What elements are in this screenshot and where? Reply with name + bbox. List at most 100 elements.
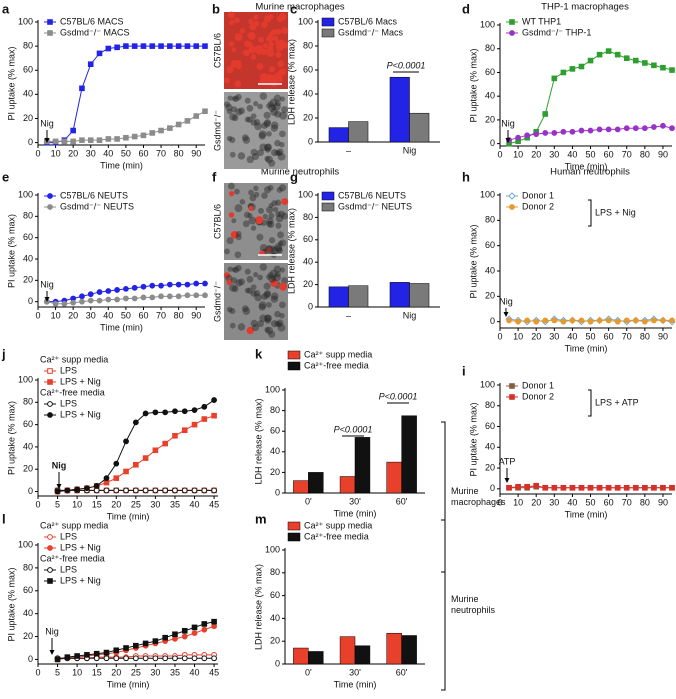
marker	[669, 125, 675, 132]
marker	[103, 655, 110, 662]
cell	[253, 14, 259, 20]
cell	[277, 210, 286, 218]
marker	[52, 300, 59, 307]
legend-swatch	[287, 350, 301, 360]
x-tick-label: 40	[567, 331, 577, 341]
cell	[268, 237, 276, 244]
legend-label: WT THP1	[522, 16, 561, 26]
marker	[193, 43, 200, 49]
bar	[348, 121, 369, 143]
marker	[162, 409, 169, 416]
marker	[587, 57, 594, 64]
legend-label: Donor 1	[522, 380, 554, 390]
y-tick-label: 0	[28, 654, 33, 664]
marker	[158, 127, 164, 134]
image-label: C57BL/6	[212, 204, 222, 239]
cell	[264, 326, 270, 333]
annotation: Nig	[499, 296, 513, 306]
cell	[270, 275, 277, 281]
cell	[235, 93, 242, 101]
legend-marker	[47, 30, 53, 36]
x-tick-label: 50	[586, 331, 596, 341]
cell	[264, 146, 271, 153]
marker	[175, 293, 182, 300]
cell	[277, 152, 286, 161]
marker	[140, 132, 147, 139]
marker	[632, 484, 639, 491]
cell	[231, 47, 237, 53]
marker	[533, 318, 540, 325]
marker	[642, 60, 648, 66]
marker	[79, 298, 85, 305]
legend-label: LPS + Nig	[60, 376, 101, 386]
marker	[191, 407, 198, 414]
cell	[244, 287, 251, 294]
cell	[229, 191, 235, 197]
legend-marker	[508, 192, 516, 200]
x-axis-label: Time (min)	[100, 160, 143, 170]
y-tick-label: 100	[298, 16, 313, 26]
bar	[354, 645, 371, 665]
cell	[246, 287, 253, 294]
cell	[253, 101, 259, 107]
legend-label: C57BL/6 NEUTS	[338, 190, 406, 200]
y-axis-label: PI uptake (% max)	[6, 567, 16, 641]
y-tick-label: 40	[23, 89, 33, 99]
marker	[542, 130, 549, 136]
marker	[122, 295, 129, 302]
marker	[70, 299, 77, 306]
y-tick-label: 80	[303, 212, 313, 222]
marker	[191, 421, 198, 428]
marker	[123, 645, 129, 651]
bar	[328, 127, 349, 143]
cell	[266, 217, 274, 225]
cell	[263, 291, 271, 299]
cell	[267, 184, 274, 191]
legend-marker	[47, 368, 53, 374]
y-tick-label: 80	[485, 400, 495, 410]
cell	[266, 220, 273, 227]
cell	[259, 143, 268, 152]
cell	[266, 206, 274, 214]
marker	[669, 67, 675, 73]
bar	[401, 415, 417, 494]
cell	[259, 73, 268, 81]
cell	[231, 218, 237, 224]
cell	[229, 284, 237, 292]
y-tick-label: 100	[480, 19, 495, 29]
x-tick-label: 90	[191, 310, 201, 320]
cell	[265, 74, 274, 82]
cell	[270, 247, 279, 255]
y-tick-label: 0	[490, 138, 495, 148]
legend-swatch	[321, 191, 335, 201]
x-tick-label: 60	[604, 149, 614, 159]
cell	[231, 285, 239, 293]
marker	[132, 487, 139, 494]
legend-marker	[47, 401, 53, 407]
cell	[274, 100, 281, 107]
x-tick-label: 30	[549, 331, 559, 341]
marker	[596, 484, 603, 491]
y-tick-label: 80	[485, 215, 495, 225]
arrow-head	[44, 138, 50, 143]
x-tick-label: 20	[531, 497, 541, 507]
y-tick-label: 60	[485, 67, 495, 77]
x-tick-label: 25	[131, 499, 141, 509]
bracket	[588, 389, 592, 417]
marker	[103, 487, 110, 494]
marker	[93, 483, 100, 489]
marker	[191, 655, 198, 662]
marker	[172, 408, 178, 415]
x-tick-label: 50	[586, 497, 596, 507]
x-tick-label: 20	[531, 149, 541, 159]
cell	[274, 310, 281, 318]
cell	[264, 290, 272, 297]
arrow-head	[49, 650, 55, 655]
marker	[162, 655, 169, 662]
cell	[281, 106, 289, 114]
marker	[64, 487, 71, 494]
x-axis-label: Time (min)	[565, 509, 608, 519]
cell	[243, 40, 251, 48]
x-tick-label: Nig	[403, 310, 417, 320]
cell	[275, 51, 282, 58]
